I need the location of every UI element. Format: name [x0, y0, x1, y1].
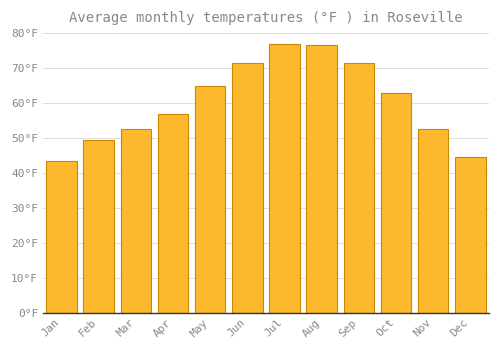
Title: Average monthly temperatures (°F ) in Roseville: Average monthly temperatures (°F ) in Ro…: [69, 11, 462, 25]
Bar: [46, 161, 77, 313]
Bar: [306, 46, 337, 313]
Bar: [455, 157, 486, 313]
Bar: [270, 44, 300, 313]
Bar: [418, 129, 448, 313]
Bar: [344, 63, 374, 313]
Bar: [232, 63, 262, 313]
Bar: [195, 86, 226, 313]
Bar: [381, 93, 411, 313]
Bar: [84, 140, 114, 313]
Bar: [120, 129, 151, 313]
Bar: [158, 113, 188, 313]
